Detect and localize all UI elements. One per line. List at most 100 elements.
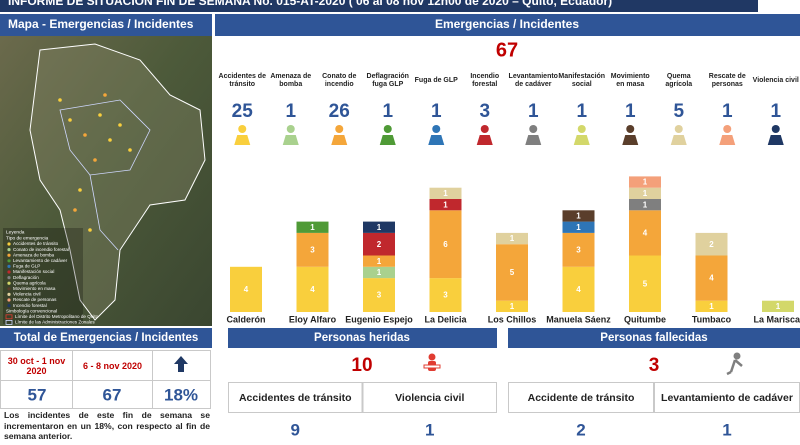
icon-part (335, 125, 344, 133)
increase-arrow (174, 356, 188, 372)
cell (362, 382, 497, 413)
row-value: 2 (576, 420, 585, 439)
icon-part (379, 135, 396, 145)
bar-segment (496, 232, 528, 245)
cell (152, 380, 211, 409)
legend-symbol (5, 319, 13, 325)
icon-part (577, 125, 586, 133)
bar-segment (629, 187, 661, 199)
type-icon (525, 125, 542, 145)
type-name: Levantamiento de cadáver (508, 73, 558, 88)
type-name: Accidentes de tránsito (218, 73, 266, 88)
legend-item: Violencia civil (13, 292, 41, 297)
map-point (58, 98, 62, 102)
type-icon (379, 125, 396, 145)
type-icon (282, 125, 299, 145)
segment-label: 1 (709, 302, 714, 311)
segment-label: 2 (709, 240, 714, 249)
category-label: Eloy Alfaro (289, 314, 337, 324)
row-label: Accidente de tránsito (528, 392, 635, 404)
chart-title: Emergencias / Incidentes (435, 17, 579, 31)
legend-symbol (7, 281, 11, 285)
type-name: Fuga de GLP (414, 77, 458, 84)
bar-segment (695, 232, 728, 256)
type-name: Quema agrícola (665, 73, 693, 88)
segment-label: 1 (643, 200, 648, 209)
bar-segment (429, 187, 462, 199)
deceased-header (508, 328, 800, 348)
icon-part (622, 135, 639, 145)
type-total: 1 (382, 101, 393, 122)
type-icon (331, 125, 348, 145)
legend-item: Límite del Distrito Metropolitano de Qui… (15, 314, 99, 319)
segment-label: 1 (377, 268, 382, 277)
icon-part (282, 135, 299, 145)
row-label: Violencia civil (395, 392, 464, 404)
icon-part (234, 135, 251, 145)
icon-part (670, 135, 687, 145)
icon-part (771, 125, 780, 133)
bar-segment (296, 221, 329, 233)
bar-segment (629, 199, 661, 211)
bar-segment (629, 255, 661, 312)
type-total: 1 (576, 101, 587, 122)
type-total: 1 (285, 101, 296, 122)
category-label: La Mariscal (753, 314, 800, 324)
category-label: Calderón (226, 314, 265, 324)
type-total: 1 (722, 101, 733, 122)
map-title: Mapa - Emergencias / Incidentes (8, 17, 194, 31)
type-icon (476, 125, 493, 145)
category-label: Quitumbe (624, 314, 666, 324)
map-legend-box (3, 228, 83, 324)
category-label: Eugenio Espejo (345, 314, 413, 324)
deceased-total: 3 (649, 355, 660, 376)
legend-symbol (7, 292, 11, 296)
map-point (118, 123, 122, 127)
segment-label: 3 (310, 245, 315, 254)
icon-part (331, 135, 348, 145)
cell (0, 350, 73, 381)
change: 18% (164, 385, 198, 404)
deceased-title: Personas fallecidas (600, 332, 707, 344)
icon-part (476, 135, 493, 145)
bar-segment (296, 266, 329, 312)
segment-label: 3 (576, 245, 581, 254)
bar-segment (562, 266, 595, 312)
bar-segment (296, 232, 329, 267)
legend-symbol (7, 287, 11, 291)
icon-part (432, 125, 441, 133)
type-name: Rescate de personas (708, 73, 746, 88)
legend-item: Límite de las Administraciones Zonales (15, 320, 95, 325)
legend-item: Accidentes de tránsito (13, 241, 59, 246)
type-name: Violencia civil (752, 77, 799, 84)
legend-symbol (7, 298, 11, 302)
cell (228, 382, 363, 413)
injured-total: 10 (351, 355, 372, 376)
map-point (68, 118, 72, 122)
map-point (108, 138, 112, 142)
bar-segment (496, 300, 528, 312)
legend-symbol (7, 253, 11, 257)
legend-item: Quema agrícola (13, 280, 46, 285)
chart-total: 67 (496, 39, 518, 61)
type-name: Manifestación social (558, 73, 606, 88)
row-value: 9 (291, 420, 300, 439)
legend-symbol (7, 276, 11, 280)
type-total: 1 (770, 101, 781, 122)
legend-subtitle: Simbología convencional (6, 308, 57, 313)
type-total: 3 (479, 101, 490, 122)
category-label: Tumbaco (692, 314, 732, 324)
bar-segment (363, 255, 395, 267)
type-icon (622, 125, 639, 145)
icon-part (767, 135, 784, 145)
row-value: 1 (722, 420, 731, 439)
icon-part (573, 135, 590, 145)
row-label: Levantamiento de cadáver (661, 392, 793, 404)
segment-label: 1 (510, 234, 515, 243)
bar-segment (363, 232, 395, 256)
legend-symbol (7, 304, 11, 308)
map-point (83, 133, 87, 137)
summary-title: Total de Emergencias / Incidentes (14, 332, 198, 344)
chart-header (215, 14, 800, 36)
